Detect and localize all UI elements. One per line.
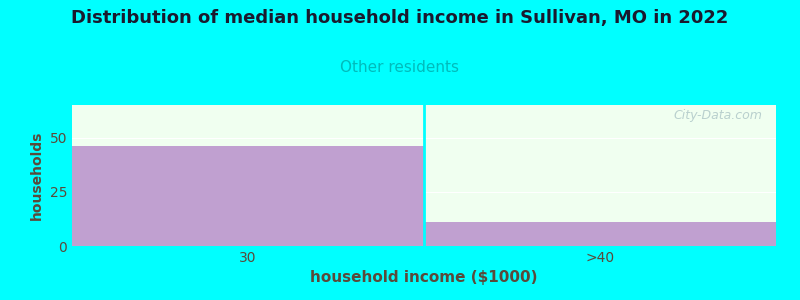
Bar [424, 222, 776, 246]
Text: Other residents: Other residents [341, 60, 459, 75]
Y-axis label: households: households [30, 131, 44, 220]
Text: Distribution of median household income in Sullivan, MO in 2022: Distribution of median household income … [71, 9, 729, 27]
Text: City-Data.com: City-Data.com [673, 109, 762, 122]
Bar [72, 146, 424, 246]
X-axis label: household income ($1000): household income ($1000) [310, 270, 538, 285]
